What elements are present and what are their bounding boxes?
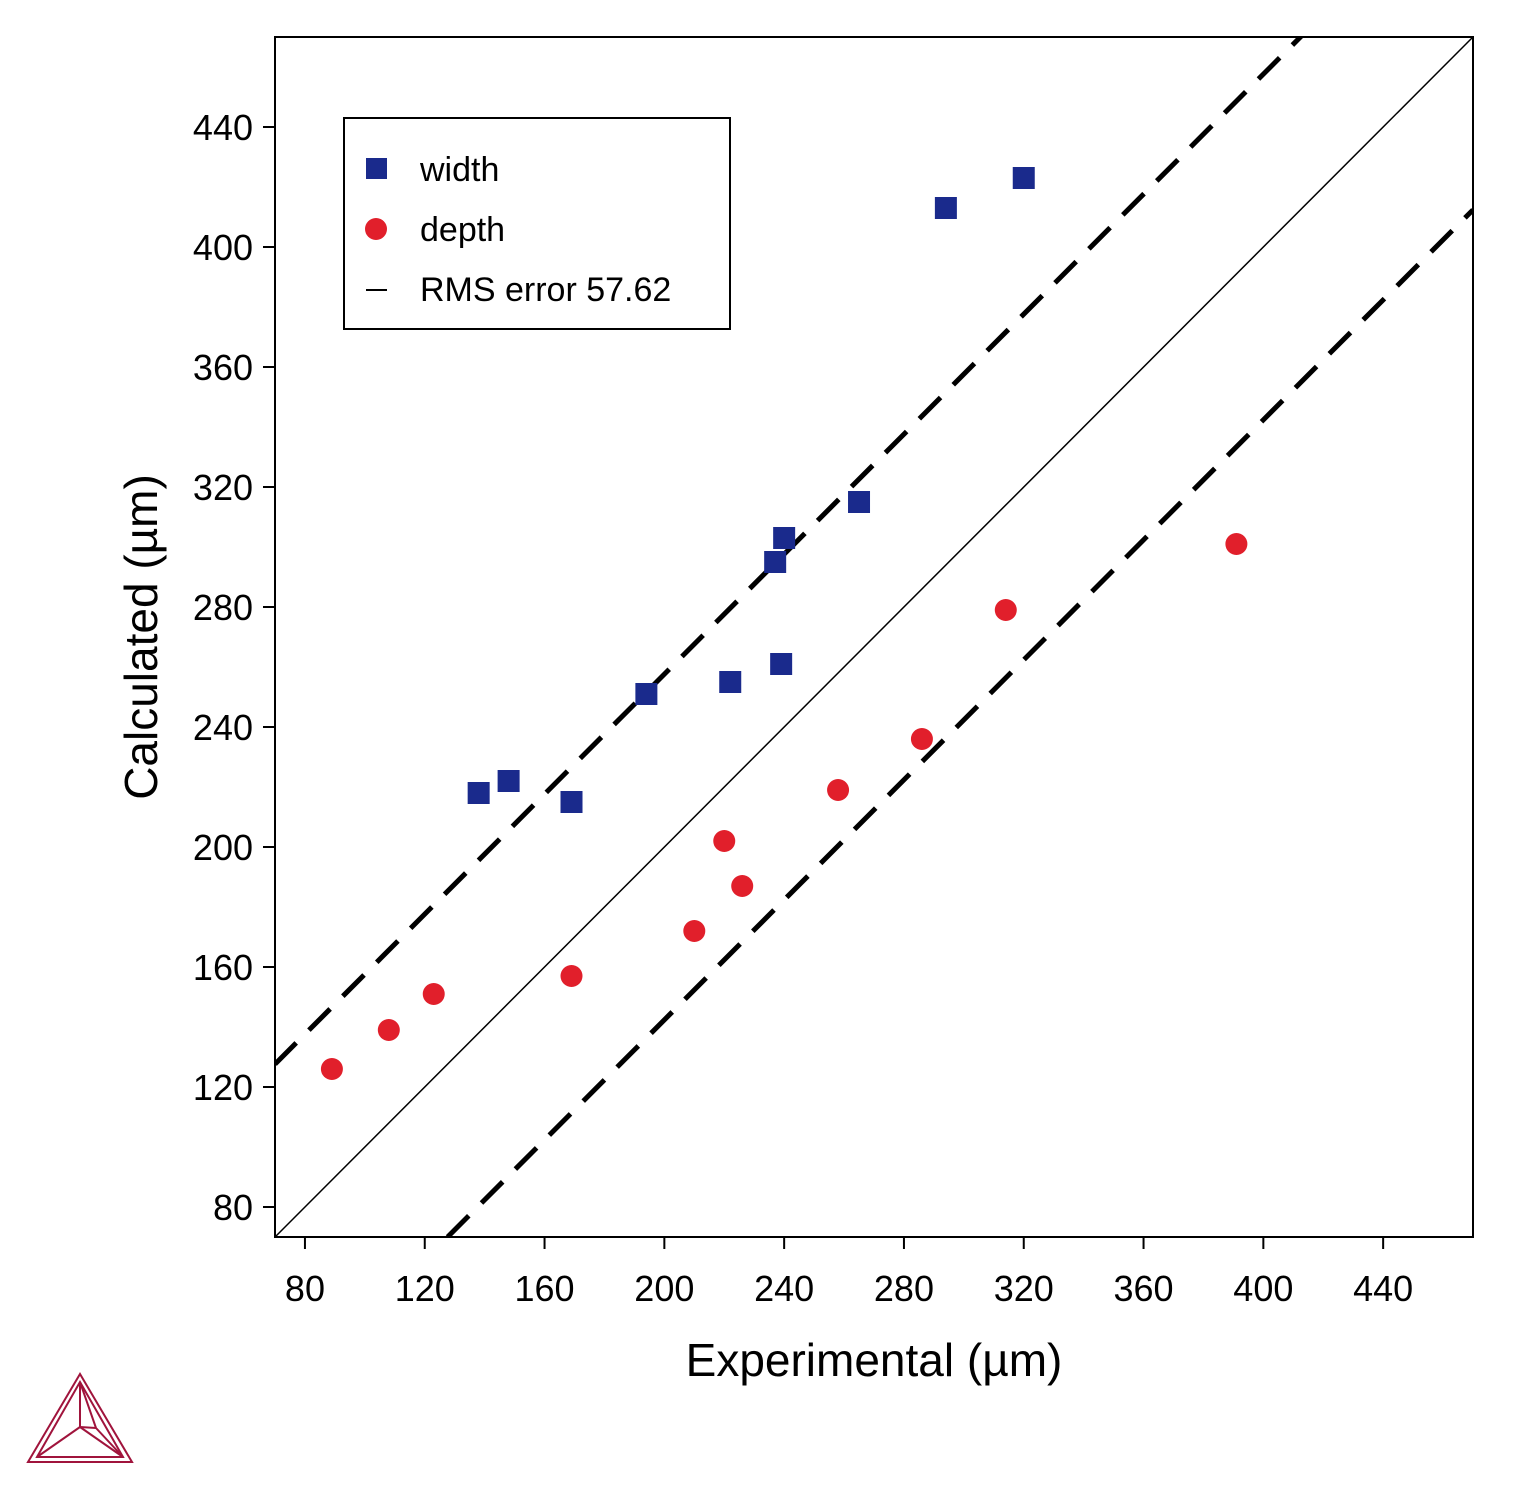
legend-rms-label: RMS error 57.62 bbox=[420, 271, 671, 309]
depth-point bbox=[713, 830, 736, 852]
width-point bbox=[764, 551, 787, 573]
identity-line bbox=[275, 37, 1473, 1237]
depth-point bbox=[377, 1019, 400, 1041]
width-point bbox=[467, 782, 490, 804]
depth-point bbox=[422, 983, 445, 1005]
y-tick-label: 400 bbox=[193, 227, 253, 268]
width-point bbox=[560, 791, 583, 813]
legend-depth-label: depth bbox=[420, 211, 505, 249]
legend: width depth RMS error 57.62 bbox=[343, 117, 731, 330]
y-tick-label: 360 bbox=[193, 347, 253, 388]
legend-box bbox=[343, 117, 731, 330]
x-axis-title: Experimental (µm) bbox=[686, 1334, 1063, 1386]
legend-depth-marker bbox=[365, 218, 387, 240]
legend-width-label: width bbox=[419, 151, 499, 189]
x-tick-label: 280 bbox=[874, 1268, 934, 1309]
depth-point bbox=[1225, 533, 1248, 555]
plot-frame bbox=[274, 36, 1474, 1238]
depth-point bbox=[320, 1058, 343, 1080]
y-tick-label: 120 bbox=[193, 1067, 253, 1108]
x-tick-label: 160 bbox=[515, 1268, 575, 1309]
depth-point bbox=[827, 779, 850, 801]
width-point bbox=[719, 671, 742, 693]
lower-rms-line bbox=[445, 208, 1473, 1237]
y-axis-title: Calculated (µm) bbox=[115, 474, 167, 800]
y-tick-label: 240 bbox=[193, 707, 253, 748]
x-tick-label: 120 bbox=[395, 1268, 455, 1309]
x-tick-label: 240 bbox=[754, 1268, 814, 1309]
depth-point bbox=[731, 875, 754, 897]
x-tick-label: 360 bbox=[1114, 1268, 1174, 1309]
width-point bbox=[497, 770, 520, 792]
x-tick-label: 200 bbox=[634, 1268, 694, 1309]
y-tick-label: 440 bbox=[193, 107, 253, 148]
depth-point bbox=[683, 920, 706, 942]
depth-point bbox=[560, 965, 583, 987]
y-tick-label: 200 bbox=[193, 827, 253, 868]
width-point bbox=[635, 683, 658, 705]
width-point bbox=[770, 653, 793, 675]
width-point bbox=[934, 197, 957, 219]
depth-point bbox=[994, 599, 1017, 621]
width-point bbox=[773, 527, 796, 549]
thermo-calc-logo-icon bbox=[26, 1372, 134, 1463]
width-point bbox=[848, 491, 871, 513]
x-tick-label: 400 bbox=[1233, 1268, 1293, 1309]
x-tick-label: 440 bbox=[1353, 1268, 1413, 1309]
upper-rms-line bbox=[275, 37, 1304, 1066]
x-tick-label: 80 bbox=[285, 1268, 325, 1309]
x-tick-label: 320 bbox=[994, 1268, 1054, 1309]
y-tick-label: 80 bbox=[213, 1187, 253, 1228]
legend-width-marker bbox=[366, 158, 387, 179]
depth-point bbox=[910, 728, 933, 750]
width-point bbox=[1012, 167, 1035, 189]
y-tick-label: 320 bbox=[193, 467, 253, 508]
y-tick-label: 160 bbox=[193, 947, 253, 988]
y-tick-label: 280 bbox=[193, 587, 253, 628]
